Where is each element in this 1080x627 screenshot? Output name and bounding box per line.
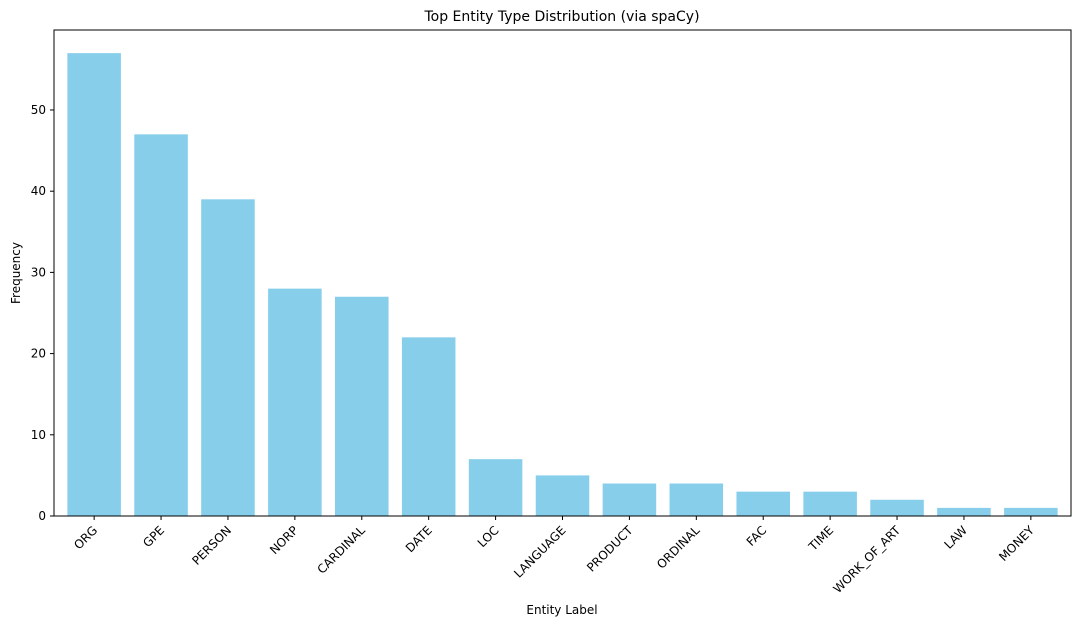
bar-date <box>401 337 456 516</box>
y-axis-label: Frequency <box>9 242 23 304</box>
bar-fac <box>736 491 790 516</box>
y-tick-label: 0 <box>38 509 46 523</box>
bar-work-of-art <box>870 499 924 516</box>
bar-law <box>937 507 991 516</box>
bar-product <box>602 483 657 516</box>
bar-person <box>201 199 255 516</box>
x-axis-label: Entity Label <box>526 603 597 617</box>
bar-money <box>1004 507 1058 516</box>
bar-ordinal <box>669 483 724 516</box>
bar-gpe <box>134 134 188 516</box>
bar-cardinal <box>335 296 389 516</box>
y-tick-label: 40 <box>31 184 46 198</box>
y-tick-label: 50 <box>31 103 46 117</box>
y-tick-label: 10 <box>31 428 46 442</box>
y-tick-label: 20 <box>31 347 46 361</box>
bar-language <box>535 475 590 516</box>
chart-title: Top Entity Type Distribution (via spaCy) <box>423 9 699 25</box>
bar-loc <box>468 459 523 516</box>
bar-time <box>803 491 857 516</box>
y-tick-label: 30 <box>31 265 46 279</box>
bar-norp <box>268 288 322 516</box>
bar-org <box>67 53 121 516</box>
